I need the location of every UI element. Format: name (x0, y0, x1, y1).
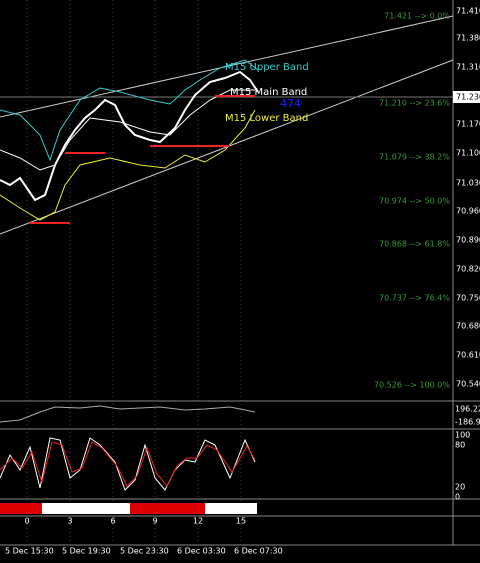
indicator1-label: -186.99 (455, 418, 480, 427)
price-label: 70.960 (456, 207, 480, 216)
price-label: 70.890 (456, 236, 480, 245)
trend-bar (42, 503, 130, 514)
panel-borders (0, 0, 480, 546)
indicator2-label: 80 (455, 441, 465, 450)
main-band-label: M15 Main Band (230, 87, 307, 98)
bar-index-label: 0 (24, 517, 29, 526)
main-band (0, 89, 255, 171)
fib-label: 70.526 --> 100.0% (374, 381, 450, 390)
time-label: 6 Dec 07:30 (234, 547, 283, 556)
price-label: 71.380 (456, 34, 480, 43)
lower-band-label: M15 Lower Band (225, 113, 308, 124)
price-label: 70.820 (456, 265, 480, 274)
fib-label: 71.210 --> 23.6% (379, 99, 450, 108)
time-label: 6 Dec 03:30 (177, 547, 226, 556)
bar-index-label: 3 (67, 517, 72, 526)
count-label: 474 (280, 97, 301, 110)
time-label: 5 Dec 19:30 (62, 547, 111, 556)
stoch-main (0, 437, 256, 491)
bar-index-label: 12 (193, 517, 203, 526)
bar-index-label: 6 (110, 517, 115, 526)
price-label: 70.680 (456, 322, 480, 331)
trend-bar (0, 503, 42, 514)
fib-label: 71.421 --> 0.0% (384, 12, 450, 21)
upper-band (0, 59, 259, 162)
price-label: 71.100 (456, 149, 480, 158)
indicator2-label: 20 (455, 483, 465, 492)
fib-label: 71.079 --> 38.2% (379, 153, 450, 162)
indicator1-line (0, 405, 256, 423)
price (0, 70, 259, 202)
fib-label: 70.974 --> 50.0% (379, 197, 450, 206)
trend-bar (130, 503, 205, 514)
current-price-box (453, 91, 480, 103)
indicator2-label: 100 (455, 431, 470, 440)
trend-bar (205, 503, 257, 514)
price-label: 71.170 (456, 120, 480, 129)
stoch-signal (0, 441, 256, 487)
price-label: 70.750 (456, 294, 480, 303)
price-label: 71.410 (456, 7, 480, 16)
indicator1-label: 196.22 (455, 405, 480, 414)
price-label: 70.610 (456, 351, 480, 360)
price-label: 71.310 (456, 63, 480, 72)
bar-index-label: 9 (152, 517, 157, 526)
fib-label: 70.868 --> 61.8% (379, 240, 450, 249)
upper-band-label: M15 Upper Band (225, 62, 309, 73)
indicator2-label: 0 (455, 493, 460, 502)
price-label: 70.540 (456, 380, 480, 389)
fib-label: 70.737 --> 76.4% (379, 294, 450, 303)
lower-band (0, 109, 256, 221)
time-label: 5 Dec 23:30 (120, 547, 169, 556)
bar-index-label: 15 (236, 517, 246, 526)
price-label: 71.236 (456, 93, 480, 102)
grid (26, 0, 242, 545)
price-label: 71.030 (456, 179, 480, 188)
signal-dots (30, 95, 255, 224)
time-label: 5 Dec 15:30 (5, 547, 54, 556)
